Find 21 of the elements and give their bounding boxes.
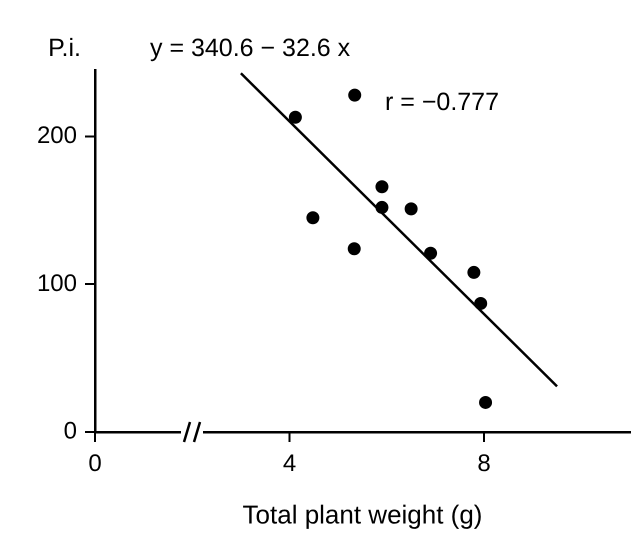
point [479, 396, 492, 409]
point [288, 110, 302, 124]
x-axis-title: Total plant weight (g) [242, 500, 482, 530]
point [467, 266, 480, 279]
x-tick-label: 4 [282, 450, 296, 478]
point [424, 246, 438, 260]
x-tick-label: 0 [88, 450, 102, 478]
point [306, 211, 320, 224]
point [404, 202, 418, 216]
x-tick-label: 8 [477, 450, 491, 478]
point [375, 180, 388, 194]
annotation: r = −0.777 [385, 88, 499, 116]
point [348, 242, 361, 256]
point [375, 200, 388, 214]
point [348, 88, 362, 102]
point [474, 296, 488, 310]
y-tick-label: 200 [36, 122, 77, 150]
y-tick-label: 0 [64, 418, 77, 445]
text: y = 340.6 − 32.6 x [150, 34, 351, 62]
y-axis-title: P.i. [48, 34, 81, 62]
y-tick-label: 100 [36, 270, 77, 297]
